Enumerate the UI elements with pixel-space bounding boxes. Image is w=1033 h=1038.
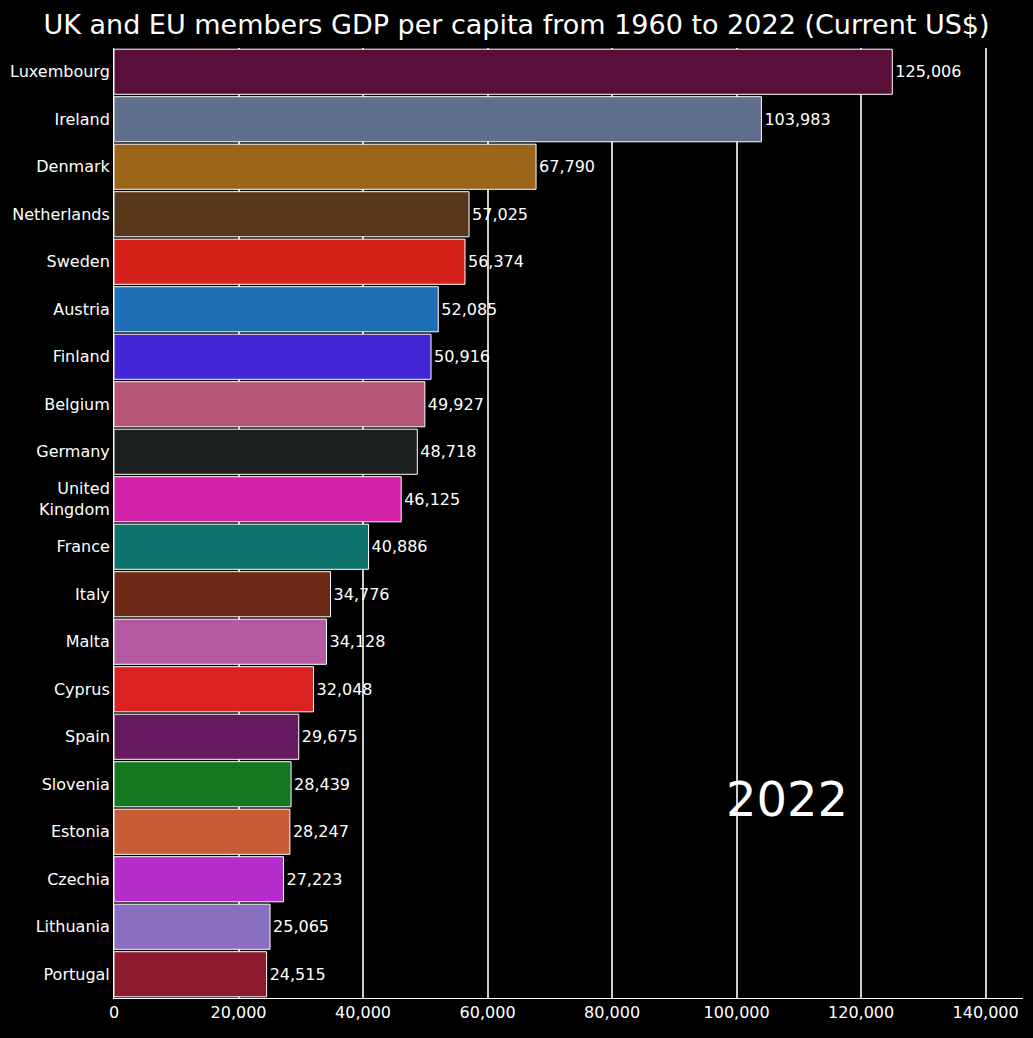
svg-text:40,000: 40,000 bbox=[335, 1003, 391, 1022]
svg-text:48,718: 48,718 bbox=[420, 442, 476, 461]
svg-text:24,515: 24,515 bbox=[270, 965, 326, 984]
svg-text:UK and EU members GDP per capi: UK and EU members GDP per capita from 19… bbox=[43, 9, 989, 40]
svg-text:Ireland: Ireland bbox=[54, 110, 109, 129]
svg-text:Czechia: Czechia bbox=[47, 870, 110, 889]
svg-text:34,776: 34,776 bbox=[334, 585, 390, 604]
svg-text:Spain: Spain bbox=[65, 727, 110, 746]
svg-text:32,048: 32,048 bbox=[317, 680, 373, 699]
svg-text:52,085: 52,085 bbox=[441, 300, 497, 319]
svg-text:80,000: 80,000 bbox=[584, 1003, 640, 1022]
svg-text:34,128: 34,128 bbox=[329, 632, 385, 651]
svg-text:40,886: 40,886 bbox=[372, 537, 428, 556]
svg-text:28,247: 28,247 bbox=[293, 822, 349, 841]
svg-text:29,675: 29,675 bbox=[302, 727, 358, 746]
svg-text:Malta: Malta bbox=[66, 632, 110, 651]
svg-text:0: 0 bbox=[109, 1003, 119, 1022]
svg-text:Estonia: Estonia bbox=[51, 822, 110, 841]
svg-text:60,000: 60,000 bbox=[460, 1003, 516, 1022]
svg-text:UnitedKingdom: UnitedKingdom bbox=[39, 479, 110, 519]
svg-text:50,916: 50,916 bbox=[434, 347, 490, 366]
svg-text:103,983: 103,983 bbox=[764, 110, 830, 129]
svg-text:140,000: 140,000 bbox=[953, 1003, 1019, 1022]
svg-text:Sweden: Sweden bbox=[47, 252, 110, 271]
svg-text:France: France bbox=[57, 537, 110, 556]
svg-text:25,065: 25,065 bbox=[273, 917, 329, 936]
svg-text:57,025: 57,025 bbox=[472, 205, 528, 224]
svg-text:Portugal: Portugal bbox=[44, 965, 110, 984]
svg-text:125,006: 125,006 bbox=[895, 62, 961, 81]
svg-text:67,790: 67,790 bbox=[539, 157, 595, 176]
svg-text:20,000: 20,000 bbox=[211, 1003, 267, 1022]
svg-text:Lithuania: Lithuania bbox=[36, 917, 110, 936]
svg-text:Denmark: Denmark bbox=[36, 157, 110, 176]
svg-text:Cyprus: Cyprus bbox=[54, 680, 110, 699]
svg-text:Italy: Italy bbox=[75, 585, 110, 604]
svg-text:Belgium: Belgium bbox=[44, 395, 110, 414]
svg-text:Germany: Germany bbox=[36, 442, 110, 461]
svg-text:28,439: 28,439 bbox=[294, 775, 350, 794]
svg-text:46,125: 46,125 bbox=[404, 490, 460, 509]
svg-text:2022: 2022 bbox=[726, 771, 848, 827]
svg-text:56,374: 56,374 bbox=[468, 252, 524, 271]
svg-text:49,927: 49,927 bbox=[428, 395, 484, 414]
svg-text:Austria: Austria bbox=[53, 300, 110, 319]
svg-text:Slovenia: Slovenia bbox=[42, 775, 110, 794]
svg-text:Luxembourg: Luxembourg bbox=[10, 62, 110, 81]
svg-text:Netherlands: Netherlands bbox=[12, 205, 110, 224]
svg-text:27,223: 27,223 bbox=[286, 870, 342, 889]
svg-text:120,000: 120,000 bbox=[828, 1003, 894, 1022]
svg-text:Finland: Finland bbox=[53, 347, 110, 366]
svg-text:100,000: 100,000 bbox=[704, 1003, 770, 1022]
